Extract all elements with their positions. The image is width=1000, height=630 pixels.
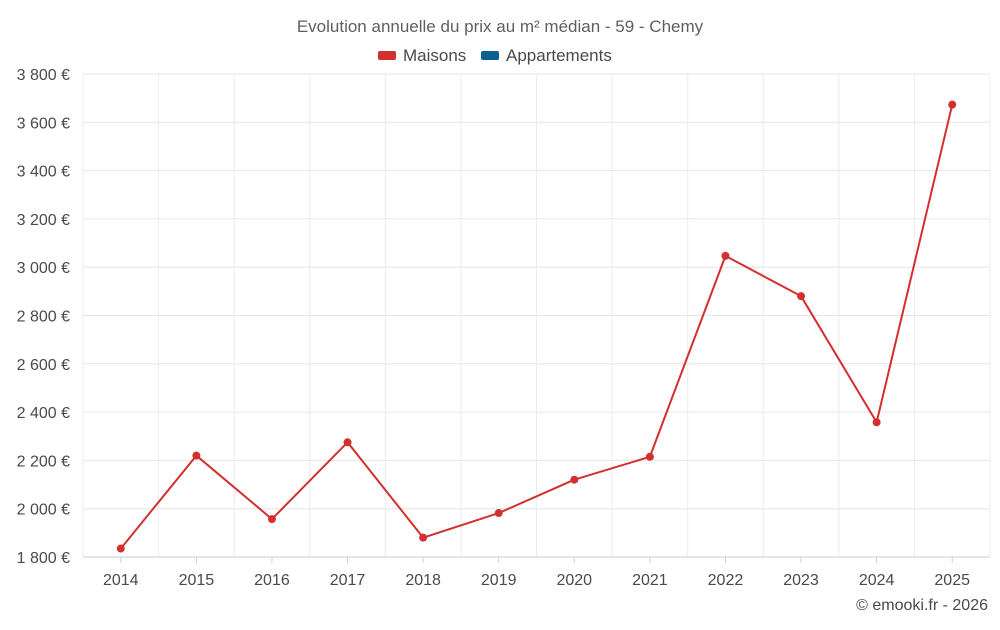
data-point-maisons[interactable] (645, 452, 654, 461)
axes: 1 800 € 2 000 € 2 200 € 2 400 € 2 600 € 2 800… (17, 67, 990, 589)
chart-title: Evolution annuelle du prix au m² médian … (297, 17, 704, 36)
data-point-maisons[interactable] (797, 292, 806, 301)
x-tick-label: 2024 (859, 572, 895, 589)
legend-label-maisons: Maisons (403, 46, 466, 65)
data-point-maisons[interactable] (267, 515, 276, 524)
data-point-maisons[interactable] (948, 100, 957, 109)
credit-text: © emooki.fr - 2026 (856, 597, 988, 614)
x-tick-label: 2023 (783, 572, 819, 589)
x-tick-label: 2017 (330, 572, 366, 589)
grid (82, 73, 991, 557)
y-tick-label: 3 000 € (17, 260, 70, 277)
x-tick-label: 2014 (103, 572, 139, 589)
data-point-maisons[interactable] (872, 418, 881, 427)
y-tick-label: 2 000 € (17, 502, 70, 519)
y-tick-label: 3 200 € (17, 212, 70, 229)
y-tick-label: 3 800 € (17, 67, 70, 84)
legend-label-appartements: Appartements (506, 46, 612, 65)
y-tick-label: 2 800 € (17, 309, 70, 326)
y-tick-label: 1 800 € (17, 550, 70, 567)
x-tick-label: 2015 (179, 572, 215, 589)
data-point-maisons[interactable] (494, 509, 503, 518)
y-tick-label: 3 600 € (17, 115, 70, 132)
legend-item-appartements[interactable]: Appartements (481, 46, 612, 65)
legend: Maisons Appartements (378, 46, 612, 65)
data-point-maisons[interactable] (721, 251, 730, 260)
y-tick-label: 3 400 € (17, 164, 70, 181)
x-tick-label: 2018 (405, 572, 441, 589)
y-tick-label: 2 200 € (17, 453, 70, 470)
series-line-maisons (120, 104, 954, 550)
x-tick-label: 2022 (708, 572, 744, 589)
legend-swatch-appartements (481, 51, 499, 60)
legend-swatch-maisons (378, 51, 396, 60)
y-tick-label: 2 600 € (17, 357, 70, 374)
x-tick-label: 2016 (254, 572, 290, 589)
x-tick-label: 2021 (632, 572, 668, 589)
x-tick-label: 2025 (934, 572, 970, 589)
data-point-maisons[interactable] (192, 451, 201, 460)
x-tick-label: 2019 (481, 572, 517, 589)
legend-item-maisons[interactable]: Maisons (378, 46, 466, 65)
y-tick-label: 2 400 € (17, 405, 70, 422)
data-point-maisons[interactable] (570, 475, 579, 484)
series (116, 100, 957, 553)
data-point-maisons[interactable] (116, 544, 125, 553)
x-tick-label: 2020 (556, 572, 592, 589)
data-point-maisons[interactable] (343, 438, 352, 447)
data-point-maisons[interactable] (419, 533, 428, 542)
